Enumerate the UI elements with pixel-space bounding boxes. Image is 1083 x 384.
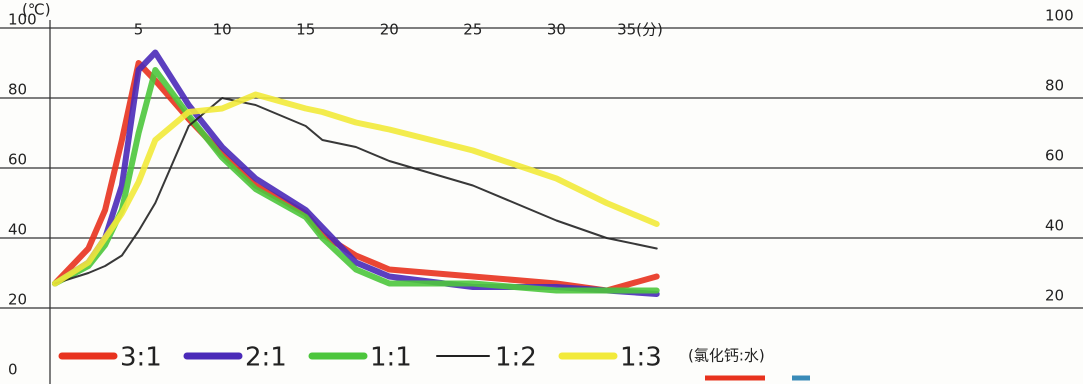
legend-label: 1:2 [495, 343, 537, 373]
legend-label: 1:3 [620, 343, 662, 373]
y-tick-label: 60 [8, 151, 27, 169]
chart: (℃) 020406080100204060801005101520253035… [0, 0, 1083, 384]
y2-tick-label: 60 [1045, 147, 1064, 165]
x-tick-label: 25 [463, 21, 482, 39]
x-tick-label: 20 [380, 21, 399, 39]
x-tick-label: 35(分) [617, 21, 663, 39]
legend-label: 2:1 [245, 343, 287, 373]
y-tick-label: 20 [8, 291, 27, 309]
y-tick-label: 100 [8, 11, 37, 29]
y2-tick-label: 40 [1045, 217, 1064, 235]
y2-tick-label: 80 [1045, 77, 1064, 95]
y2-tick-label: 20 [1045, 287, 1064, 305]
legend-label: 3:1 [120, 343, 162, 373]
x-tick-label: 15 [296, 21, 315, 39]
x-tick-label: 5 [134, 21, 144, 39]
legend-label: 1:1 [370, 343, 412, 373]
x-tick-label: 10 [213, 21, 232, 39]
y-tick-label: 0 [8, 361, 18, 379]
y-tick-label: 40 [8, 221, 27, 239]
y-tick-label: 80 [8, 81, 27, 99]
x-tick-label: 30 [547, 21, 566, 39]
legend-note: (氯化钙:水) [688, 347, 765, 365]
y2-tick-label: 100 [1045, 7, 1074, 25]
